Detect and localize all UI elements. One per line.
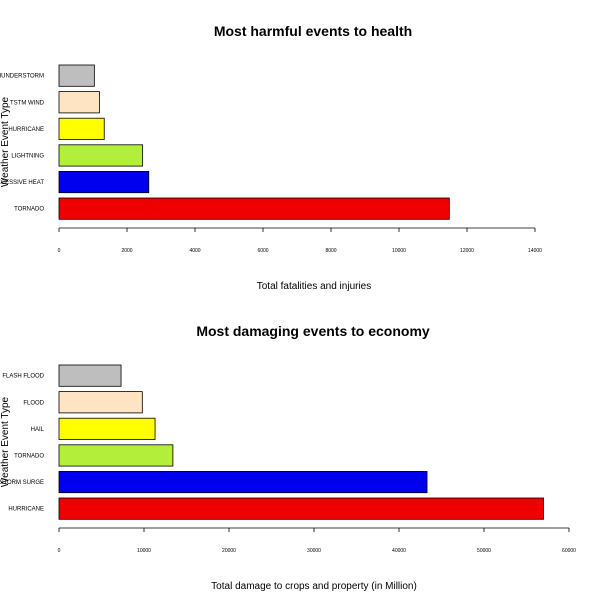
bar [58,497,544,520]
chart-title: Most harmful events to health [214,23,412,39]
x-axis: 0 2000 4000 6000 8000 10000 12000 14000 [58,227,542,254]
x-tick-label: 14000 [528,248,542,254]
x-tick-label: 4000 [189,248,200,254]
category-label: LIGHTNING [11,153,44,159]
bar [58,197,450,220]
x-tick-label: 50000 [477,548,491,554]
bar [58,91,100,114]
x-tick-label: 2000 [121,248,132,254]
chart-health: Most harmful events to health Total fata… [0,23,542,292]
category-label: FLOOD [23,400,44,406]
bar [58,364,122,387]
bar [58,144,144,167]
x-tick-label: 10000 [137,548,151,554]
category-labels: TORNADO EXCESSIVE HEAT LIGHTNING HURRICANE T… [0,74,45,213]
y-axis-label: Weather Event Type [0,396,11,487]
category-label: HURRICANE [8,507,44,513]
chart-economy: Most damaging events to economy Total da… [0,323,576,592]
bar [58,64,95,87]
category-label: HAIL [31,427,45,433]
category-label: FLASH FLOOD [2,374,44,380]
bar [58,470,428,494]
x-tick-label: 0 [58,548,61,554]
category-label: EXCESSIVE HEAT [0,180,44,186]
x-tick-label: 0 [58,248,61,254]
bar [58,444,174,467]
x-tick-label: 30000 [307,548,321,554]
bar-group [58,364,544,520]
x-tick-label: 20000 [222,548,236,554]
x-axis-label: Total fatalities and injuries [257,281,372,292]
x-tick-label: 10000 [392,248,406,254]
category-label: THUNDERSTORM [0,74,44,80]
chart-title: Most damaging events to economy [196,323,430,339]
category-label: HURRICANE [8,127,44,133]
x-tick-label: 12000 [460,248,474,254]
category-label: STORM SURGE [0,480,44,486]
x-axis-label: Total damage to crops and property (in M… [211,581,417,592]
x-axis: 0 10000 20000 30000 40000 50000 60000 [58,527,576,554]
category-label: TSTM WIND [10,100,45,106]
bar-group [58,64,450,220]
y-axis-label: Weather Event Type [0,96,11,187]
bar [58,170,150,194]
category-labels: HURRICANE STORM SURGE TORNADO HAIL FLOOD FLAS… [0,374,45,513]
x-tick-label: 60000 [562,548,576,554]
bar [58,417,156,440]
x-tick-label: 6000 [257,248,268,254]
x-tick-label: 8000 [325,248,336,254]
x-tick-label: 40000 [392,548,406,554]
bar [58,117,105,140]
category-label: TORNADO [14,453,44,459]
bar [58,391,143,414]
category-label: TORNADO [14,207,44,213]
